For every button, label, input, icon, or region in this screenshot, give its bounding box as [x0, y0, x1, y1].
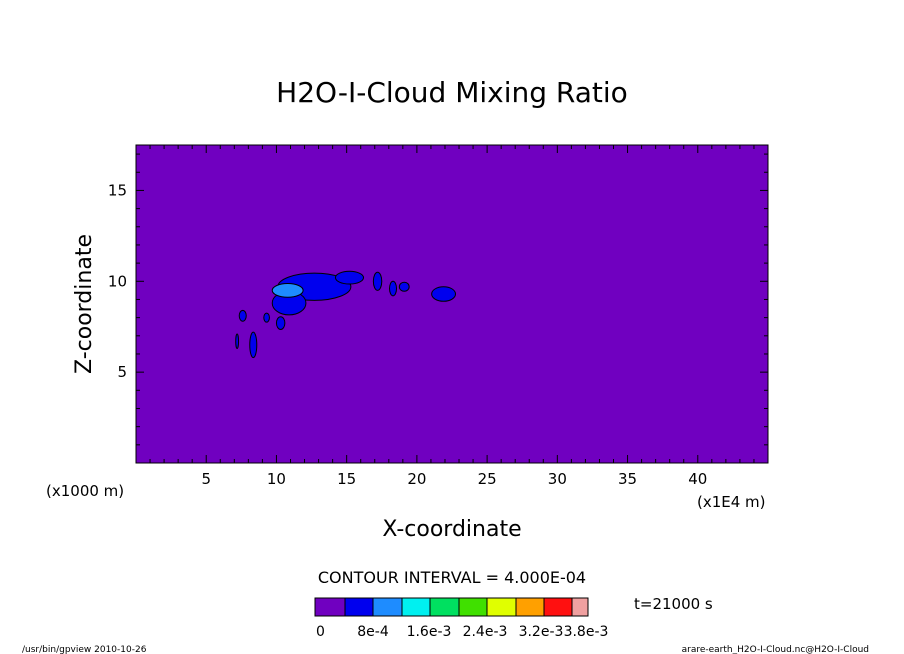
- x-unit-label: (x1000 m): [46, 482, 124, 500]
- colorbar-label: 0: [316, 624, 325, 640]
- cloud-region-11: [275, 316, 286, 330]
- cloud-region-12: [263, 312, 270, 323]
- colorbar-label: 1.6e-3: [407, 624, 452, 640]
- cloud-region-9: [238, 309, 247, 322]
- y-tick-label: 5: [117, 363, 127, 381]
- x-tick-label: 25: [478, 470, 497, 488]
- cloud-region-8: [249, 331, 258, 359]
- colorbar-cell: [515, 597, 545, 617]
- axis-ticks: 5 10 15 20 25 30 35 40 5 10 15: [108, 145, 769, 488]
- colorbar-label: 2.4e-3: [463, 624, 508, 640]
- x-tick-label: 20: [407, 470, 426, 488]
- cloud-region-13: [271, 282, 304, 298]
- x-tick-label: 15: [337, 470, 356, 488]
- y-axis-label: Z-coordinate: [72, 234, 97, 374]
- colorbar-cell: [401, 597, 431, 617]
- x-axis-label: X-coordinate: [382, 517, 521, 542]
- colorbar-cell: [429, 597, 460, 617]
- colorbar-cell: [344, 597, 374, 617]
- footer-right: arare-earth_H2O-I-Cloud.nc@H2O-I-Cloud: [682, 645, 869, 654]
- cloud-region-3: [334, 270, 365, 285]
- y-unit-label: (x1E4 m): [697, 493, 766, 511]
- x-tick-label: 5: [201, 470, 211, 488]
- plot-frame: [135, 144, 769, 464]
- colorbar-cell: [571, 597, 589, 617]
- y-tick-label: 10: [108, 272, 127, 290]
- colorbar: [314, 597, 589, 617]
- x-tick-label: 10: [267, 470, 286, 488]
- contour-interval-label: CONTOUR INTERVAL = 4.000E-04: [318, 568, 586, 587]
- y-tick-label: 15: [108, 181, 127, 199]
- chart-title: H2O-I-Cloud Mixing Ratio: [276, 76, 628, 109]
- colorbar-label: 3.8e-3: [564, 624, 609, 640]
- cloud-region-6: [398, 281, 410, 292]
- plot-area: 5 10 15 20 25 30 35 40 5 10 15: [108, 144, 769, 488]
- x-tick-label: 35: [618, 470, 637, 488]
- colorbar-label: 8e-4: [357, 624, 389, 640]
- plot-background: [136, 145, 768, 463]
- cloud-regions: [235, 270, 457, 359]
- time-label: t=21000 s: [634, 595, 713, 613]
- colorbar-cell: [314, 597, 346, 617]
- colorbar-label: 3.2e-3: [519, 624, 564, 640]
- colorbar-cell: [543, 597, 573, 617]
- footer-left: /usr/bin/gpview 2010-10-26: [22, 645, 147, 654]
- cloud-region-4: [372, 271, 383, 291]
- colorbar-cell: [458, 597, 488, 617]
- colorbar-labels: 0 8e-4 1.6e-3 2.4e-3 3.2e-3 3.8e-3: [316, 624, 608, 640]
- colorbar-cell: [486, 597, 517, 617]
- colorbar-cell: [372, 597, 403, 617]
- cloud-region-7: [431, 286, 457, 302]
- x-tick-label: 40: [688, 470, 707, 488]
- cloud-region-10: [235, 333, 240, 350]
- cloud-region-5: [389, 280, 398, 297]
- x-tick-label: 30: [548, 470, 567, 488]
